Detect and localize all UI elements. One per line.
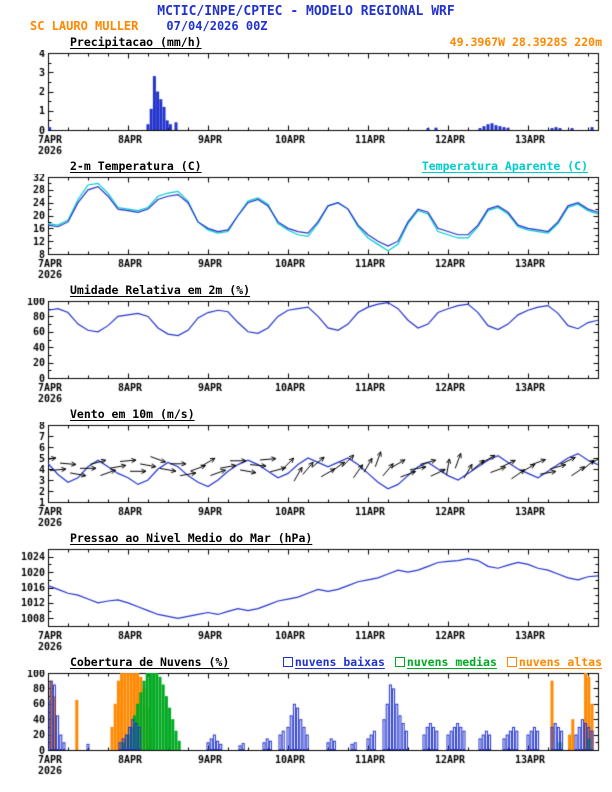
panel-humidity: Umidade Relativa em 2m (%) (0, 282, 612, 406)
temperature-chart (0, 174, 612, 282)
panel-pressure: Pressao ao Nivel Medio do Mar (hPa) (0, 530, 612, 654)
mid-clouds-swatch-icon (394, 657, 405, 667)
legend-label-mid-clouds: nuvens medias (406, 655, 497, 669)
legend-item-high-clouds: nuvens altas (506, 654, 602, 670)
panel-cloud-cover: Cobertura de Nuvens (%) nuvens baixas nu… (0, 654, 612, 778)
legend-item-low-clouds: nuvens baixas (282, 654, 385, 670)
panel-title-cloud-cover: Cobertura de Nuvens (%) (70, 655, 230, 669)
legend-label-high-clouds: nuvens altas (518, 655, 602, 669)
panel-title-humidity: Umidade Relativa em 2m (%) (70, 283, 251, 297)
cloud-legend: nuvens baixas nuvens medias nuvens altas (282, 654, 602, 670)
panel-temperature: 2-m Temperatura (C) Temperatura Aparente… (0, 158, 612, 282)
wind-chart (0, 422, 612, 530)
panel-wind: Vento em 10m (m/s) (0, 406, 612, 530)
humidity-chart (0, 298, 612, 406)
precipitation-chart (0, 50, 612, 158)
panel-title-temperature: 2-m Temperatura (C) (70, 159, 202, 173)
panel-title-wind: Vento em 10m (m/s) (70, 407, 195, 421)
panel-precipitation: Precipitacao (mm/h) 49.3967W 28.3928S 22… (0, 34, 612, 158)
pressure-chart (0, 546, 612, 654)
station-name: SC LAURO MULLER (30, 19, 139, 33)
cloud-cover-chart (0, 670, 612, 778)
page-title: MCTIC/INPE/CPTEC - MODELO REGIONAL WRF (157, 4, 455, 19)
apparent-temperature-label: Temperatura Aparente (C) (421, 159, 588, 173)
station-coordinates: 49.3967W 28.3928S 220m (449, 35, 602, 49)
panel-title-pressure: Pressao ao Nivel Medio do Mar (hPa) (70, 531, 313, 545)
legend-item-mid-clouds: nuvens medias (394, 654, 497, 670)
run-datetime: 07/04/2026 00Z (166, 19, 268, 33)
header-subrow: SC LAURO MULLER 07/04/2026 00Z (0, 19, 612, 34)
panel-title-precipitation: Precipitacao (mm/h) (70, 35, 202, 49)
high-clouds-swatch-icon (506, 657, 517, 667)
legend-label-low-clouds: nuvens baixas (294, 655, 385, 669)
page-header: MCTIC/INPE/CPTEC - MODELO REGIONAL WRF S… (0, 0, 612, 34)
low-clouds-swatch-icon (282, 657, 293, 667)
